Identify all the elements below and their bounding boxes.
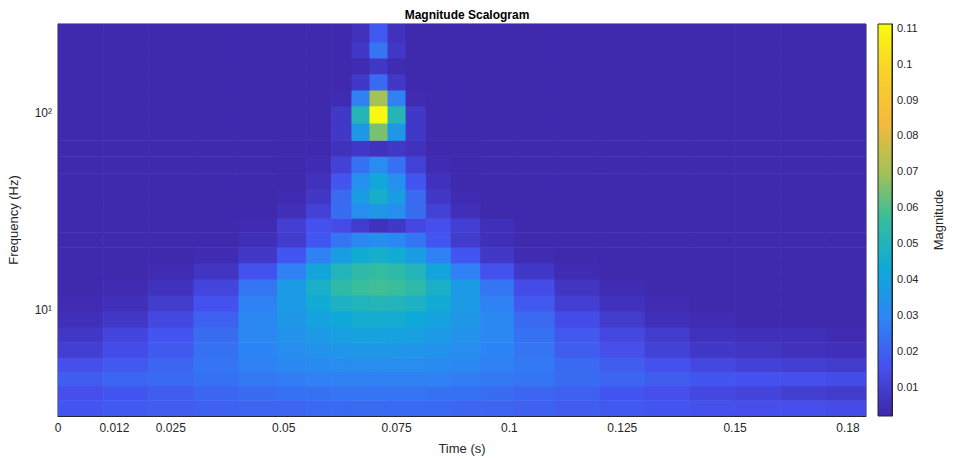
svg-text:0.03: 0.03 <box>897 309 918 321</box>
svg-text:0.1: 0.1 <box>501 421 518 435</box>
svg-text:0.04: 0.04 <box>897 273 918 285</box>
svg-text:0.15: 0.15 <box>723 421 747 435</box>
svg-text:10¹: 10¹ <box>35 303 52 317</box>
svg-text:0.18: 0.18 <box>836 421 860 435</box>
svg-text:0.08: 0.08 <box>897 129 918 141</box>
svg-text:0.02: 0.02 <box>897 345 918 357</box>
svg-text:0.012: 0.012 <box>99 421 129 435</box>
svg-text:10²: 10² <box>35 106 52 120</box>
svg-text:0.07: 0.07 <box>897 165 918 177</box>
svg-text:0: 0 <box>55 421 62 435</box>
svg-text:0.01: 0.01 <box>897 381 918 393</box>
svg-text:Magnitude Scalogram: Magnitude Scalogram <box>405 8 530 22</box>
svg-text:0.125: 0.125 <box>607 421 637 435</box>
svg-text:0.06: 0.06 <box>897 201 918 213</box>
svg-text:Frequency (Hz): Frequency (Hz) <box>6 175 21 265</box>
svg-text:0.05: 0.05 <box>272 421 296 435</box>
svg-text:0.1: 0.1 <box>897 58 912 70</box>
svg-text:0.09: 0.09 <box>897 94 918 106</box>
svg-text:0.025: 0.025 <box>156 421 186 435</box>
svg-text:0.11: 0.11 <box>897 22 918 34</box>
svg-text:Magnitude: Magnitude <box>931 190 946 251</box>
svg-text:0.05: 0.05 <box>897 237 918 249</box>
svg-text:Time (s): Time (s) <box>438 441 485 456</box>
svg-text:0.075: 0.075 <box>382 421 412 435</box>
